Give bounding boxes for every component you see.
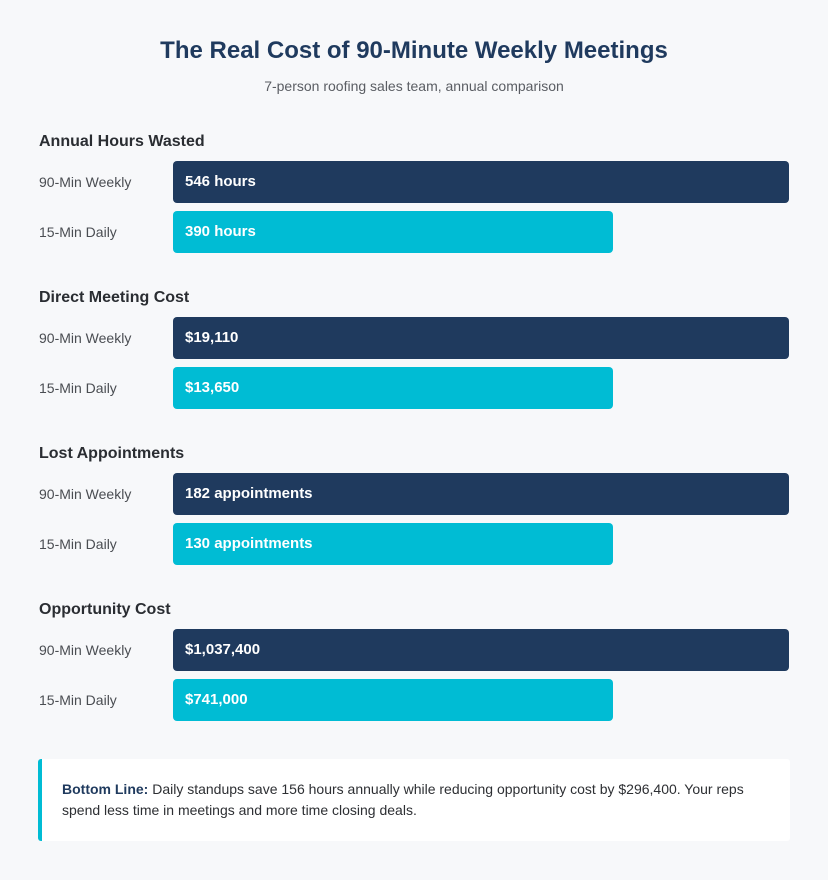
bar-row: 90-Min Weekly 182 appointments [0,473,828,515]
bar-daily: $741,000 [173,679,613,721]
bar-row: 90-Min Weekly $1,037,400 [0,629,828,671]
callout-text: Daily standups save 156 hours annually w… [62,781,744,818]
bar-label: 15-Min Daily [39,536,117,552]
bar-row: 15-Min Daily 130 appointments [0,523,828,565]
bar-daily: 130 appointments [173,523,613,565]
bar-label: 90-Min Weekly [39,174,132,190]
bar-row: 90-Min Weekly $19,110 [0,317,828,359]
group-title: Direct Meeting Cost [39,289,190,306]
bar-weekly: 182 appointments [173,473,789,515]
bar-weekly: $1,037,400 [173,629,789,671]
bar-daily: 390 hours [173,211,613,253]
bar-daily: $13,650 [173,367,613,409]
group-title: Lost Appointments [39,445,185,462]
bar-label: 90-Min Weekly [39,486,132,502]
bar-row: 15-Min Daily $741,000 [0,679,828,721]
group-title: Opportunity Cost [39,601,171,618]
chart-subtitle: 7-person roofing sales team, annual comp… [264,78,564,94]
bar-label: 90-Min Weekly [39,330,132,346]
bar-row: 15-Min Daily $13,650 [0,367,828,409]
metric-group: Lost Appointments 90-Min Weekly 182 appoin… [0,445,828,585]
bottom-line-callout: Bottom Line: Daily standups save 156 hou… [38,759,790,841]
bar-row: 15-Min Daily 390 hours [0,211,828,253]
bar-label: 15-Min Daily [39,380,117,396]
metric-group: Opportunity Cost 90-Min Weekly $1,037,400 1… [0,601,828,741]
callout-lead: Bottom Line: [62,781,149,797]
bar-weekly: 546 hours [173,161,789,203]
metric-group: Annual Hours Wasted 90-Min Weekly 546 hour… [0,133,828,273]
bar-label: 15-Min Daily [39,224,117,240]
bar-label: 15-Min Daily [39,692,117,708]
metric-group: Direct Meeting Cost 90-Min Weekly $19,110 1… [0,289,828,429]
bar-row: 90-Min Weekly 546 hours [0,161,828,203]
chart-title: The Real Cost of 90-Minute Weekly Meetin… [160,37,668,64]
bar-weekly: $19,110 [173,317,789,359]
group-title: Annual Hours Wasted [39,133,205,150]
bar-label: 90-Min Weekly [39,642,132,658]
